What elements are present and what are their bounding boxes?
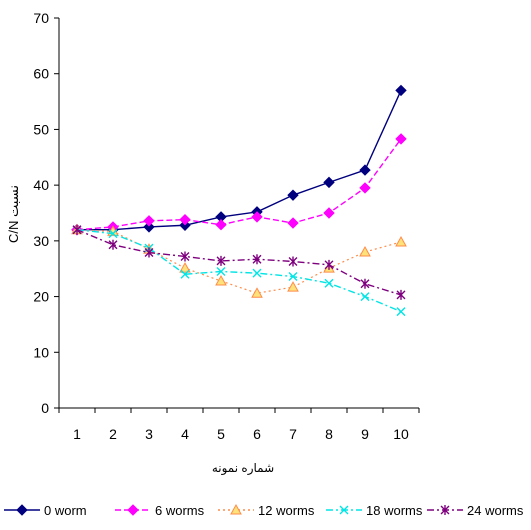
series-line (76, 138, 402, 231)
data-point (215, 274, 227, 286)
y-tick-label: 70 (33, 10, 49, 26)
data-point (252, 268, 262, 278)
data-point (72, 224, 82, 235)
x-axis-title: شماره نمونه (212, 461, 274, 476)
data-point (288, 272, 298, 282)
data-point (360, 278, 370, 289)
legend-marker (230, 503, 242, 515)
data-point (215, 218, 227, 231)
data-point (395, 133, 407, 145)
legend-item: 18 worms (326, 503, 423, 518)
data-point (180, 251, 190, 262)
data-point (108, 239, 118, 250)
data-point (179, 213, 191, 226)
series-0 (71, 84, 407, 236)
x-tick-label: 1 (73, 426, 81, 442)
legend-marker (127, 504, 139, 516)
data-point (324, 278, 334, 288)
data-point (359, 182, 371, 194)
x-tick-label: 8 (325, 426, 333, 442)
y-tick-label: 40 (33, 177, 49, 193)
data-point (323, 176, 335, 189)
data-point (323, 207, 335, 219)
data-point (108, 229, 118, 239)
legend-label: 0 worm (44, 503, 87, 518)
y-tick-label: 20 (33, 289, 49, 305)
legend-item: 12 worms (218, 503, 315, 518)
data-point (179, 262, 191, 273)
series-line (77, 90, 402, 231)
y-tick-label: 10 (33, 344, 49, 360)
y-axis-title: C/N نسبت (6, 185, 21, 243)
data-point (324, 259, 334, 270)
series-2 (71, 223, 407, 298)
legend-label: 18 worms (366, 503, 423, 518)
series-line (76, 229, 402, 313)
data-point (359, 245, 371, 257)
data-point (288, 256, 298, 267)
axes: 0 10 20 30 40 50 60 70 1 2 3 4 5 6 7 8 9 10 (33, 10, 420, 442)
data-point (287, 189, 299, 201)
legend-label: 24 worms (467, 503, 524, 518)
legend-label: 6 worms (155, 503, 205, 518)
data-point (396, 289, 406, 300)
data-point (395, 235, 407, 247)
legend-label: 12 worms (258, 503, 315, 518)
data-point (144, 247, 154, 258)
data-point (180, 269, 190, 279)
data-point (251, 211, 263, 223)
data-point (359, 164, 371, 176)
series-layer (71, 84, 407, 317)
series-line (76, 229, 402, 296)
y-tick-label: 60 (33, 66, 49, 82)
y-tick-label: 0 (41, 400, 49, 416)
legend-marker (16, 504, 28, 516)
series-3 (72, 225, 406, 317)
x-tick-label: 10 (393, 426, 409, 442)
x-tick-label: 2 (109, 426, 117, 442)
legend-marker (440, 505, 450, 515)
x-tick-label: 4 (181, 426, 189, 442)
data-point (252, 254, 262, 265)
data-point (216, 255, 226, 266)
series-4 (72, 224, 406, 300)
legend-item: 0 worm (4, 503, 87, 518)
data-point (143, 221, 155, 233)
x-tick-label: 9 (361, 426, 369, 442)
data-point (287, 281, 299, 292)
x-tick-label: 3 (145, 426, 153, 442)
data-point (287, 217, 299, 229)
legend-item: 6 worms (115, 503, 205, 518)
x-tick-label: 5 (217, 426, 225, 442)
data-point (360, 292, 370, 302)
y-tick-label: 30 (33, 233, 49, 249)
y-tick-label: 50 (33, 121, 49, 137)
data-point (395, 84, 407, 97)
legend-marker (339, 505, 349, 515)
legend: 0 worm 6 worms 12 worms 18 worms 24 worms (4, 503, 524, 518)
data-point (216, 267, 226, 276)
legend-item: 24 worms (427, 503, 524, 518)
data-point (251, 287, 263, 298)
data-point (143, 215, 155, 227)
x-tick-label: 7 (289, 426, 297, 442)
series-1 (71, 133, 407, 236)
data-point (396, 307, 406, 317)
x-tick-label: 6 (253, 426, 261, 442)
